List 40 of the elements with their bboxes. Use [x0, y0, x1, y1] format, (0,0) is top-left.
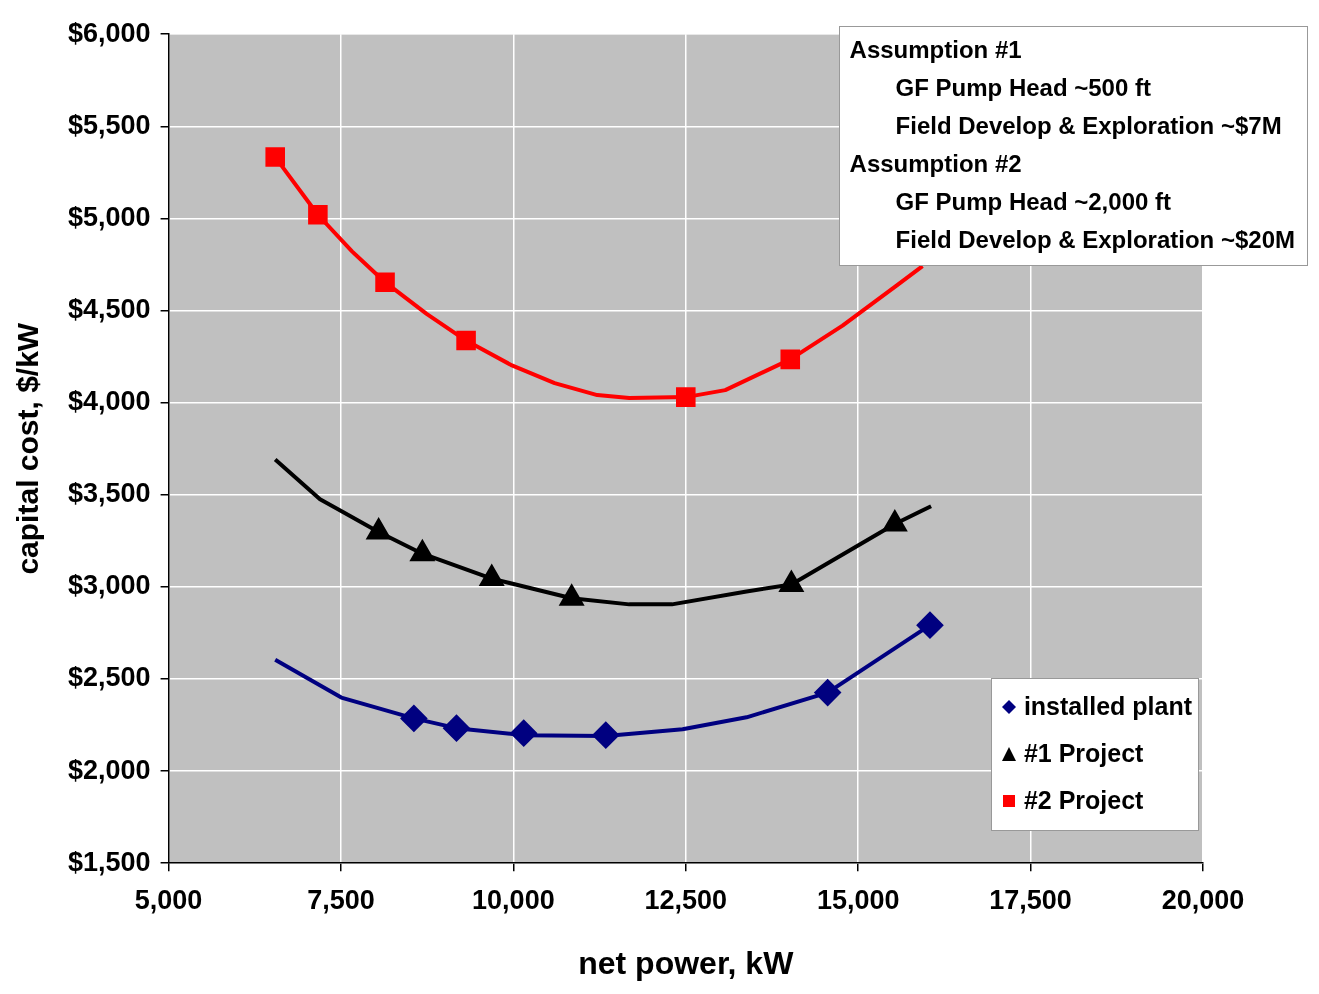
- point: [308, 204, 328, 225]
- point: [916, 612, 943, 639]
- legend-label: installed plant: [1023, 691, 1192, 723]
- x-tick-label: 15,000: [816, 884, 900, 915]
- y-tick-label: $5,000: [67, 201, 151, 232]
- point: [780, 349, 801, 370]
- x-tick-label: 17,500: [989, 884, 1072, 915]
- x-tick-label: 10,000: [472, 884, 555, 915]
- y-tick-label: $2,000: [67, 754, 151, 785]
- point: [443, 715, 470, 742]
- point: [510, 720, 537, 747]
- y-axis-title: capital cost, $/kW: [11, 322, 45, 575]
- x-tick-label: 12,500: [644, 884, 728, 915]
- point: [676, 387, 696, 407]
- x-tick-label: 20,000: [1161, 884, 1245, 915]
- point: [375, 272, 395, 292]
- x-tick-label: 5,000: [134, 884, 203, 915]
- x-tick-label: 7,500: [307, 884, 375, 915]
- y-tick-label: $4,500: [67, 293, 151, 324]
- y-tick-label: $3,500: [67, 478, 151, 509]
- x-axis-title: net power, kW: [578, 944, 795, 981]
- point: [400, 705, 427, 732]
- legend-label: #1 Project: [1023, 738, 1144, 770]
- annotation: Field Develop & Exploration ~$20M: [894, 225, 1295, 256]
- point: [814, 679, 841, 706]
- y-tick-label: $1,500: [67, 846, 151, 877]
- legend-label: #2 Project: [1023, 785, 1144, 817]
- annotation: Assumption #1: [849, 35, 1023, 66]
- y-tick-label: $4,000: [67, 386, 151, 417]
- annotation: Assumption #2: [849, 149, 1023, 180]
- point: [456, 330, 476, 351]
- y-tick-label: $3,000: [67, 570, 151, 601]
- annotation: GF Pump Head ~500 ft: [894, 73, 1152, 104]
- point: [592, 722, 619, 749]
- y-tick-label: $2,500: [67, 662, 151, 693]
- annotation: Field Develop & Exploration ~$7M: [894, 111, 1283, 142]
- y-tick-label: $5,500: [67, 109, 151, 140]
- point: [265, 147, 285, 167]
- annotation: GF Pump Head ~2,000 ft: [894, 187, 1172, 218]
- y-tick-label: $6,000: [67, 17, 151, 48]
